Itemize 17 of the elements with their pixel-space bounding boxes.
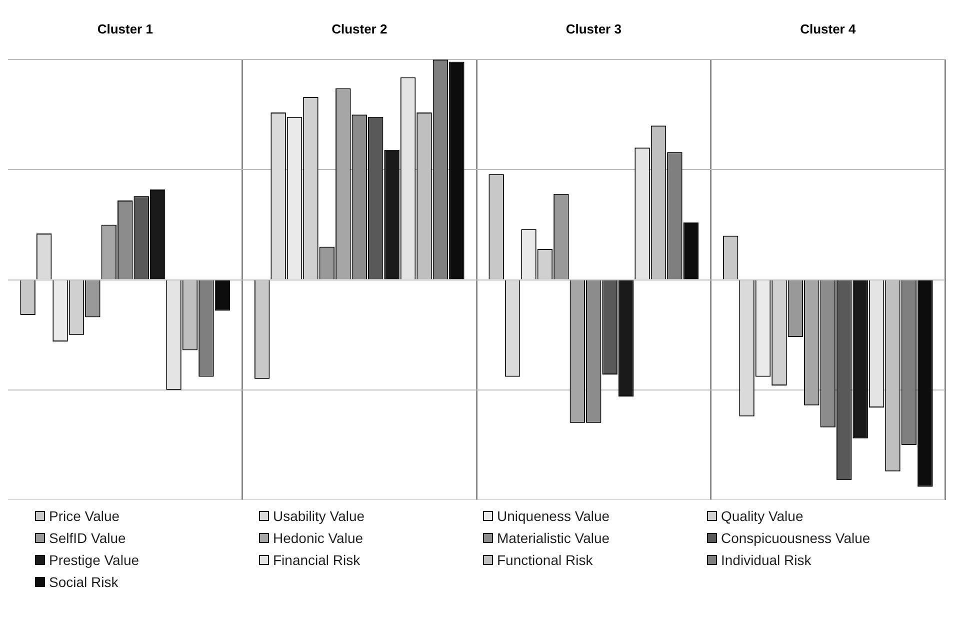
legend-label: Materialistic Value <box>497 530 610 546</box>
x-tick-label: Cluster 3 <box>566 21 622 36</box>
legend-label: SelfID Value <box>49 530 126 546</box>
legend-label: Conspicuousness Value <box>721 530 870 546</box>
legend-label: Social Risk <box>49 574 118 590</box>
legend-label: Quality Value <box>721 508 804 524</box>
x-tick-label: Cluster 1 <box>97 21 153 36</box>
x-tick-label: Cluster 4 <box>800 21 856 36</box>
legend-label: Individual Risk <box>721 552 812 568</box>
legend-label: Prestige Value <box>49 552 140 568</box>
legend-label: Functional Risk <box>497 552 593 568</box>
legend-label: Uniqueness Value <box>497 508 610 524</box>
legend-label: Financial Risk <box>273 552 360 568</box>
legend-label: Usability Value <box>273 508 365 524</box>
legend-label: Hedonic Value <box>273 530 364 546</box>
x-tick-label: Cluster 2 <box>332 21 388 36</box>
legend-label: Price Value <box>49 508 120 524</box>
